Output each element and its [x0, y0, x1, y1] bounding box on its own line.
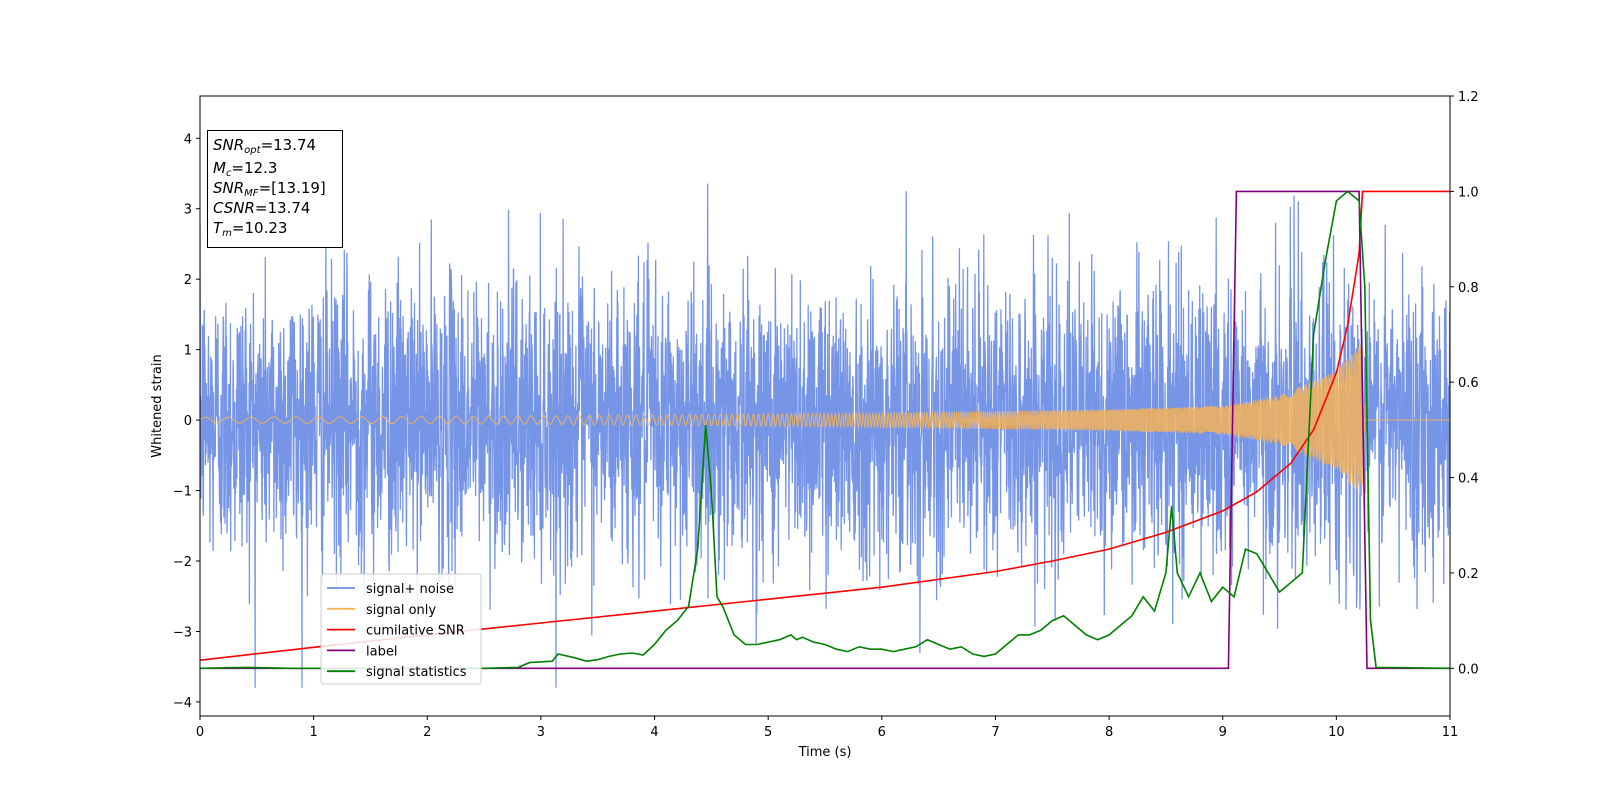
snr-mf-line: SNRMF=[13.19]	[213, 179, 326, 199]
y-left-tick-label: −1	[173, 485, 192, 500]
legend-label: label	[366, 644, 397, 659]
y-left-tick-label: 2	[184, 273, 192, 288]
y-left-tick-label: 0	[184, 414, 192, 429]
csnr-line: CSNR=13.74	[213, 199, 311, 217]
x-tick-label: 9	[1219, 725, 1227, 740]
y-axis-label: Whitened strain	[150, 354, 165, 457]
mc-line: Mc=12.3	[213, 159, 278, 179]
x-axis-label: Time (s)	[798, 745, 852, 760]
legend-label: signal statistics	[366, 665, 467, 680]
y-right-tick-label: 0.4	[1458, 472, 1479, 487]
y-left-tick-label: 4	[184, 132, 192, 147]
x-tick-label: 0	[196, 725, 204, 740]
plot-area	[200, 183, 1450, 688]
x-tick-label: 7	[991, 725, 999, 740]
legend: signal+ noise signal only cumilative SNR la…	[320, 573, 482, 685]
series-cumulative-snr	[200, 190, 1450, 661]
y-right-tick-label: 0.2	[1458, 567, 1479, 582]
series-layer	[200, 183, 1450, 688]
plot-frame	[199, 95, 1451, 717]
ticks-layer: 0 1 2 3 4 5 6 7 8 9 10 11 −4 −3 −2 −1 0 1 2 3 4 0.0 0.2 0.4 0.6 0…	[173, 90, 1479, 740]
x-tick-label: 4	[650, 725, 658, 740]
y-right-tick-label: 0.0	[1458, 662, 1479, 677]
x-tick-label: 11	[1442, 725, 1459, 740]
y-left-tick-label: −2	[173, 555, 192, 570]
snr-opt-line: SNRopt=13.74	[213, 136, 317, 156]
x-tick-label: 3	[537, 725, 545, 740]
stats-infobox: SNRopt=13.74 Mc=12.3 SNRMF=[13.19] CSNR=…	[207, 130, 343, 248]
x-tick-label: 10	[1328, 725, 1345, 740]
y-right-tick-label: 0.6	[1458, 376, 1479, 391]
x-tick-label: 8	[1105, 725, 1113, 740]
y-left-tick-label: 1	[184, 344, 192, 359]
x-tick-label: 1	[309, 725, 317, 740]
legend-label: cumilative SNR	[366, 624, 465, 639]
legend-label: signal only	[366, 603, 436, 618]
y-right-tick-label: 1.2	[1458, 90, 1479, 105]
y-left-tick-label: −3	[173, 625, 192, 640]
x-tick-label: 6	[878, 725, 886, 740]
y-right-tick-label: 1.0	[1458, 185, 1479, 200]
legend-label: signal+ noise	[366, 582, 454, 597]
series-label	[200, 190, 1450, 670]
y-left-tick-label: −4	[173, 696, 192, 711]
series-signal-only	[200, 344, 1450, 497]
y-right-tick-label: 0.8	[1458, 281, 1479, 296]
x-tick-label: 5	[764, 725, 772, 740]
series-signal-statistics	[200, 190, 1450, 670]
tm-line: Tm=10.23	[213, 219, 288, 239]
x-tick-label: 2	[423, 725, 431, 740]
legend-frame	[320, 573, 482, 685]
y-left-tick-label: 3	[184, 203, 192, 218]
